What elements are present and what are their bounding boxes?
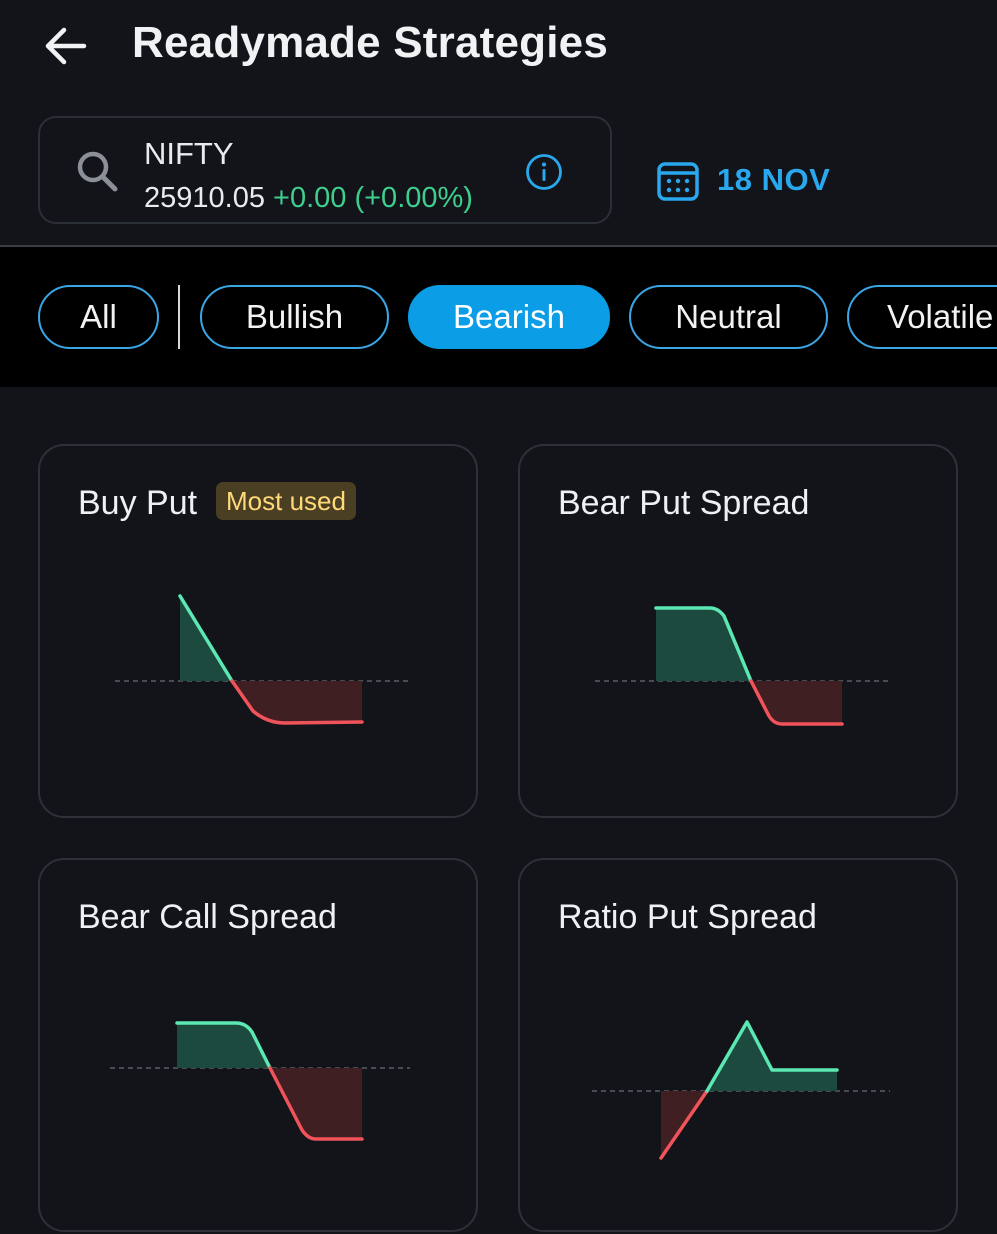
strategy-title: Ratio Put Spread: [558, 898, 817, 936]
strategy-card-bear-put-spread[interactable]: Bear Put Spread: [518, 444, 958, 818]
payoff-diagram: [110, 1021, 410, 1141]
instrument-search-box[interactable]: NIFTY 25910.05 +0.00 (+0.00%): [38, 116, 612, 224]
payoff-diagram: [115, 594, 410, 725]
filter-chip-all[interactable]: All: [38, 285, 159, 349]
strategy-title: Bear Call Spread: [78, 898, 337, 936]
app-header: Readymade Strategies: [0, 0, 997, 100]
strategy-title: Buy Put: [78, 484, 198, 522]
strategy-card-ratio-put-spread[interactable]: Ratio Put Spread: [518, 858, 958, 1232]
filter-chip-neutral[interactable]: Neutral: [629, 285, 828, 349]
search-icon: [77, 151, 118, 192]
back-button[interactable]: [40, 22, 92, 70]
instrument-change: +0.00 (+0.00%): [273, 182, 473, 214]
strategy-filter-bar: All Bullish Bearish Neutral Volatile: [0, 247, 997, 387]
expiry-date-label: 18 NOV: [717, 162, 831, 197]
strategy-card-bear-call-spread[interactable]: Bear Call Spread: [38, 858, 478, 1232]
page-title: Readymade Strategies: [132, 18, 608, 67]
filter-chip-bullish[interactable]: Bullish: [200, 285, 389, 349]
header-divider: [0, 245, 997, 247]
expiry-date-button[interactable]: 18 NOV: [655, 155, 830, 205]
payoff-diagram: [595, 606, 890, 726]
instrument-price: 25910.05: [144, 182, 265, 214]
info-icon[interactable]: [524, 152, 564, 192]
filter-chip-bearish[interactable]: Bearish: [408, 285, 610, 349]
filter-chip-volatile[interactable]: Volatile: [847, 285, 997, 349]
arrow-left-icon: [45, 27, 87, 65]
instrument-quote: 25910.05 +0.00 (+0.00%): [144, 182, 473, 215]
instrument-symbol: NIFTY: [144, 136, 234, 171]
calendar-icon: [657, 162, 699, 201]
strategy-card-buy-put[interactable]: Buy Put Most used: [38, 444, 478, 818]
most-used-badge: Most used: [216, 482, 356, 520]
strategy-title: Bear Put Spread: [558, 484, 810, 522]
filter-separator: [178, 285, 180, 349]
payoff-diagram: [592, 1020, 890, 1160]
